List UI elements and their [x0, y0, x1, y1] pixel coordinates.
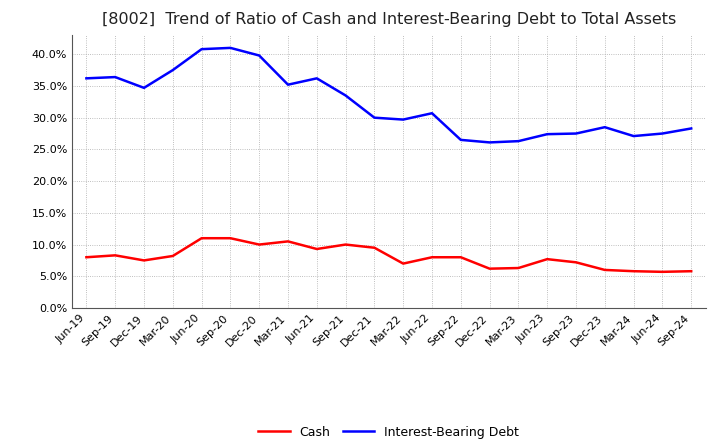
- Cash: [485, 266, 494, 271]
- Cash: [572, 260, 580, 265]
- Cash: [284, 239, 292, 244]
- Cash: [629, 268, 638, 274]
- Interest-Bearing Debt: [428, 110, 436, 116]
- Cash: [226, 235, 235, 241]
- Interest-Bearing Debt: [111, 74, 120, 80]
- Interest-Bearing Debt: [543, 132, 552, 137]
- Cash: [687, 268, 696, 274]
- Cash: [456, 255, 465, 260]
- Interest-Bearing Debt: [370, 115, 379, 120]
- Interest-Bearing Debt: [312, 76, 321, 81]
- Interest-Bearing Debt: [600, 125, 609, 130]
- Cash: [82, 255, 91, 260]
- Cash: [658, 269, 667, 275]
- Interest-Bearing Debt: [658, 131, 667, 136]
- Interest-Bearing Debt: [140, 85, 148, 91]
- Interest-Bearing Debt: [485, 140, 494, 145]
- Interest-Bearing Debt: [456, 137, 465, 143]
- Cash: [168, 253, 177, 259]
- Interest-Bearing Debt: [399, 117, 408, 122]
- Interest-Bearing Debt: [284, 82, 292, 87]
- Cash: [312, 246, 321, 252]
- Interest-Bearing Debt: [572, 131, 580, 136]
- Interest-Bearing Debt: [255, 53, 264, 58]
- Legend: Cash, Interest-Bearing Debt: Cash, Interest-Bearing Debt: [253, 421, 524, 440]
- Interest-Bearing Debt: [341, 93, 350, 98]
- Cash: [600, 267, 609, 272]
- Cash: [255, 242, 264, 247]
- Cash: [197, 235, 206, 241]
- Interest-Bearing Debt: [168, 67, 177, 73]
- Line: Cash: Cash: [86, 238, 691, 272]
- Cash: [341, 242, 350, 247]
- Cash: [543, 257, 552, 262]
- Interest-Bearing Debt: [687, 126, 696, 131]
- Interest-Bearing Debt: [197, 47, 206, 52]
- Line: Interest-Bearing Debt: Interest-Bearing Debt: [86, 48, 691, 143]
- Cash: [514, 265, 523, 271]
- Title: [8002]  Trend of Ratio of Cash and Interest-Bearing Debt to Total Assets: [8002] Trend of Ratio of Cash and Intere…: [102, 12, 676, 27]
- Cash: [370, 245, 379, 250]
- Cash: [428, 255, 436, 260]
- Interest-Bearing Debt: [514, 139, 523, 144]
- Interest-Bearing Debt: [629, 133, 638, 139]
- Cash: [111, 253, 120, 258]
- Cash: [140, 258, 148, 263]
- Cash: [399, 261, 408, 266]
- Interest-Bearing Debt: [226, 45, 235, 51]
- Interest-Bearing Debt: [82, 76, 91, 81]
